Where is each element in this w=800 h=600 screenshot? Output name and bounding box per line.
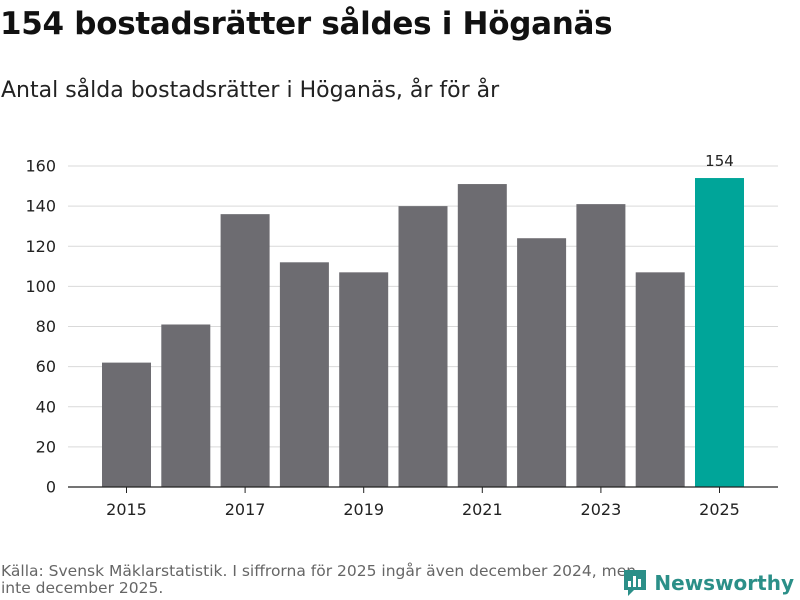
x-tick-label: 2025 [699, 500, 740, 519]
x-tick-label: 2015 [106, 500, 147, 519]
bar-2019 [339, 272, 389, 487]
bar-2024 [635, 272, 685, 487]
y-axis-tick-labels: 0 20 40 60 80 100 120 140 160 [25, 157, 56, 497]
x-tick-label: 2017 [225, 500, 266, 519]
bar-2016 [161, 324, 211, 487]
newsworthy-logo-icon [624, 570, 647, 596]
y-tick-label: 80 [36, 317, 56, 336]
y-tick-label: 40 [36, 397, 56, 416]
bar-2023 [576, 204, 626, 487]
y-tick-label: 60 [36, 357, 56, 376]
source-note: Källa: Svensk Mäklarstatistik. I siffror… [1, 562, 637, 597]
y-tick-label: 20 [36, 437, 56, 456]
bar-2015 [102, 362, 151, 487]
y-tick-label: 120 [25, 237, 56, 256]
x-tick-label: 2019 [343, 500, 384, 519]
brand-name: Newsworthy [654, 571, 794, 595]
data-labels: 154 [705, 152, 734, 170]
chart-subtitle: Antal sålda bostadsrätter i Höganäs, år … [1, 78, 500, 103]
bar-2017 [220, 214, 270, 487]
bar-2020 [398, 206, 448, 487]
bar-2025 [695, 178, 744, 487]
x-tick-label: 2023 [581, 500, 622, 519]
x-tick-label: 2021 [462, 500, 503, 519]
bars [102, 178, 744, 487]
y-tick-label: 0 [46, 478, 56, 497]
bar-2021 [457, 184, 507, 487]
y-tick-label: 160 [25, 157, 56, 176]
bar-2018 [279, 262, 329, 487]
y-tick-label: 140 [25, 197, 56, 216]
y-tick-label: 100 [25, 277, 56, 296]
data-label: 154 [705, 152, 734, 170]
chart-title: 154 bostadsrätter såldes i Höganäs [0, 6, 613, 42]
bar-2022 [517, 238, 567, 487]
brand-logo: Newsworthy [622, 568, 794, 598]
x-axis-tick-labels: 2015 2017 2019 2021 2023 2025 [106, 487, 740, 519]
